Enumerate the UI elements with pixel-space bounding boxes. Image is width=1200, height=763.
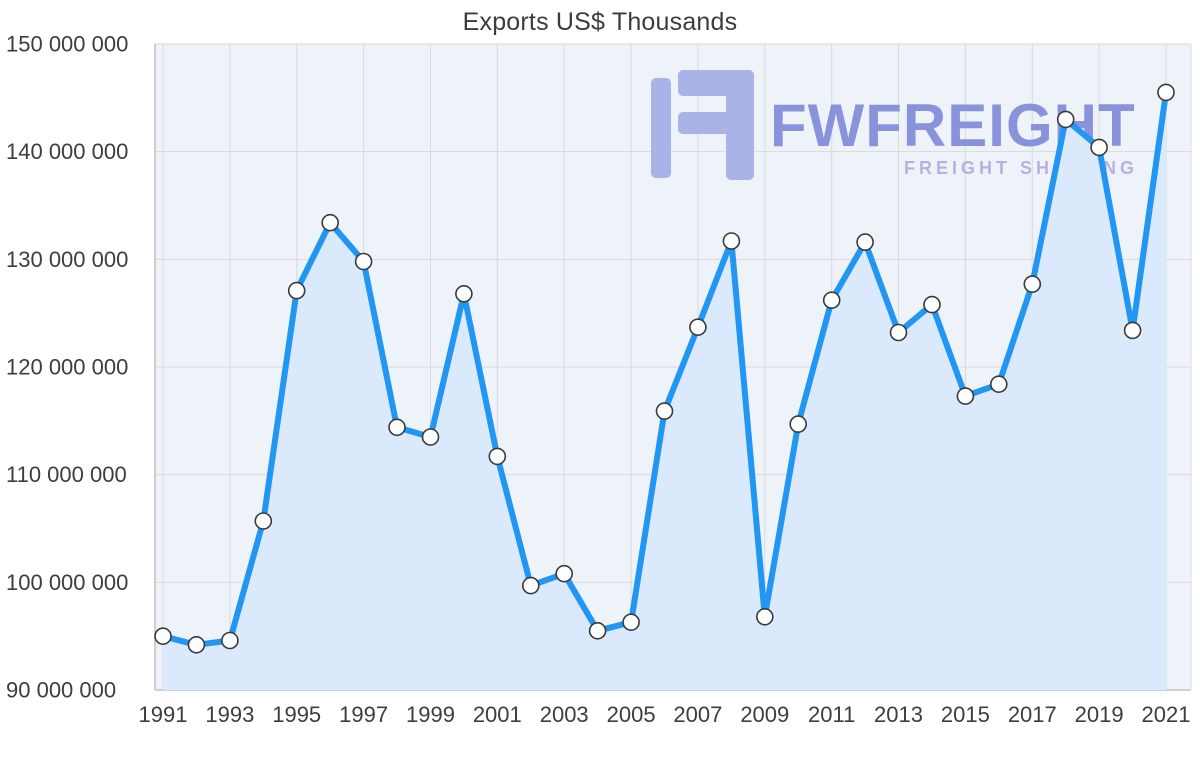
data-point-2011[interactable] — [822, 291, 841, 310]
data-point-2014[interactable] — [923, 295, 941, 314]
data-point-2010[interactable] — [789, 415, 808, 433]
data-point-1991[interactable] — [154, 627, 172, 646]
data-point-2001[interactable] — [488, 447, 507, 466]
data-point-2018[interactable] — [1056, 110, 1075, 129]
x-tick-label-1997: 1997 — [339, 702, 388, 727]
x-tick-label-2001: 2001 — [473, 702, 522, 727]
x-tick-label-2015: 2015 — [941, 702, 990, 727]
y-tick-label-120000000: 120 000 000 — [6, 355, 128, 380]
x-tick-label-2007: 2007 — [673, 702, 722, 727]
x-tick-label-1999: 1999 — [406, 702, 455, 727]
data-point-2021[interactable] — [1157, 83, 1175, 102]
data-point-1995[interactable] — [287, 281, 306, 300]
x-tick-label-2011: 2011 — [808, 702, 855, 727]
data-point-2000[interactable] — [455, 284, 473, 303]
fwfreight-logo-icon — [651, 70, 754, 180]
data-point-2002[interactable] — [521, 576, 540, 595]
data-point-1992[interactable] — [187, 635, 206, 654]
data-point-1998[interactable] — [388, 418, 406, 437]
x-tick-label-2005: 2005 — [607, 702, 656, 727]
data-point-2017[interactable] — [1023, 275, 1042, 293]
y-tick-label-130000000: 130 000 000 — [6, 247, 128, 272]
x-tick-label-1993: 1993 — [205, 702, 254, 727]
data-point-1994[interactable] — [254, 512, 273, 530]
data-point-2020[interactable] — [1123, 321, 1142, 340]
data-point-1996[interactable] — [321, 213, 340, 232]
x-tick-label-2017: 2017 — [1008, 702, 1057, 727]
x-tick-label-2019: 2019 — [1075, 702, 1124, 727]
data-point-2008[interactable] — [722, 232, 741, 250]
data-point-2015[interactable] — [956, 387, 975, 405]
x-tick-label-2013: 2013 — [874, 702, 923, 727]
y-tick-label-150000000: 150 000 000 — [6, 32, 128, 57]
data-point-1993[interactable] — [221, 631, 239, 650]
data-point-2007[interactable] — [689, 318, 707, 337]
y-tick-label-140000000: 140 000 000 — [6, 139, 128, 164]
data-point-2013[interactable] — [889, 323, 908, 342]
x-tick-label-1995: 1995 — [272, 702, 321, 727]
data-point-2016[interactable] — [989, 375, 1008, 394]
data-point-2003[interactable] — [555, 564, 574, 583]
data-point-1997[interactable] — [354, 252, 373, 271]
data-point-2012[interactable] — [856, 233, 874, 251]
y-tick-label-100000000: 100 000 000 — [6, 570, 128, 595]
x-tick-label-2009: 2009 — [740, 702, 789, 727]
data-point-2009[interactable] — [755, 607, 774, 626]
data-point-2004[interactable] — [588, 621, 607, 640]
chart-title: Exports US$ Thousands — [462, 8, 738, 36]
x-tick-label-1991: 1991 — [139, 702, 188, 727]
axis-labels: 90 000 000 100 000 000 110 000 000 120 000 … — [6, 32, 1190, 728]
y-tick-label-110000000: 110 000 000 — [6, 462, 127, 487]
x-tick-label-2021: 2021 — [1142, 702, 1191, 727]
data-point-2006[interactable] — [655, 402, 674, 420]
data-point-2019[interactable] — [1090, 138, 1108, 157]
data-point-2005[interactable] — [622, 613, 640, 632]
x-tick-label-2003: 2003 — [540, 702, 589, 727]
y-tick-label-90000000: 90 000 000 — [6, 678, 116, 703]
data-point-markers[interactable] — [154, 83, 1175, 654]
data-point-1999[interactable] — [421, 428, 440, 446]
